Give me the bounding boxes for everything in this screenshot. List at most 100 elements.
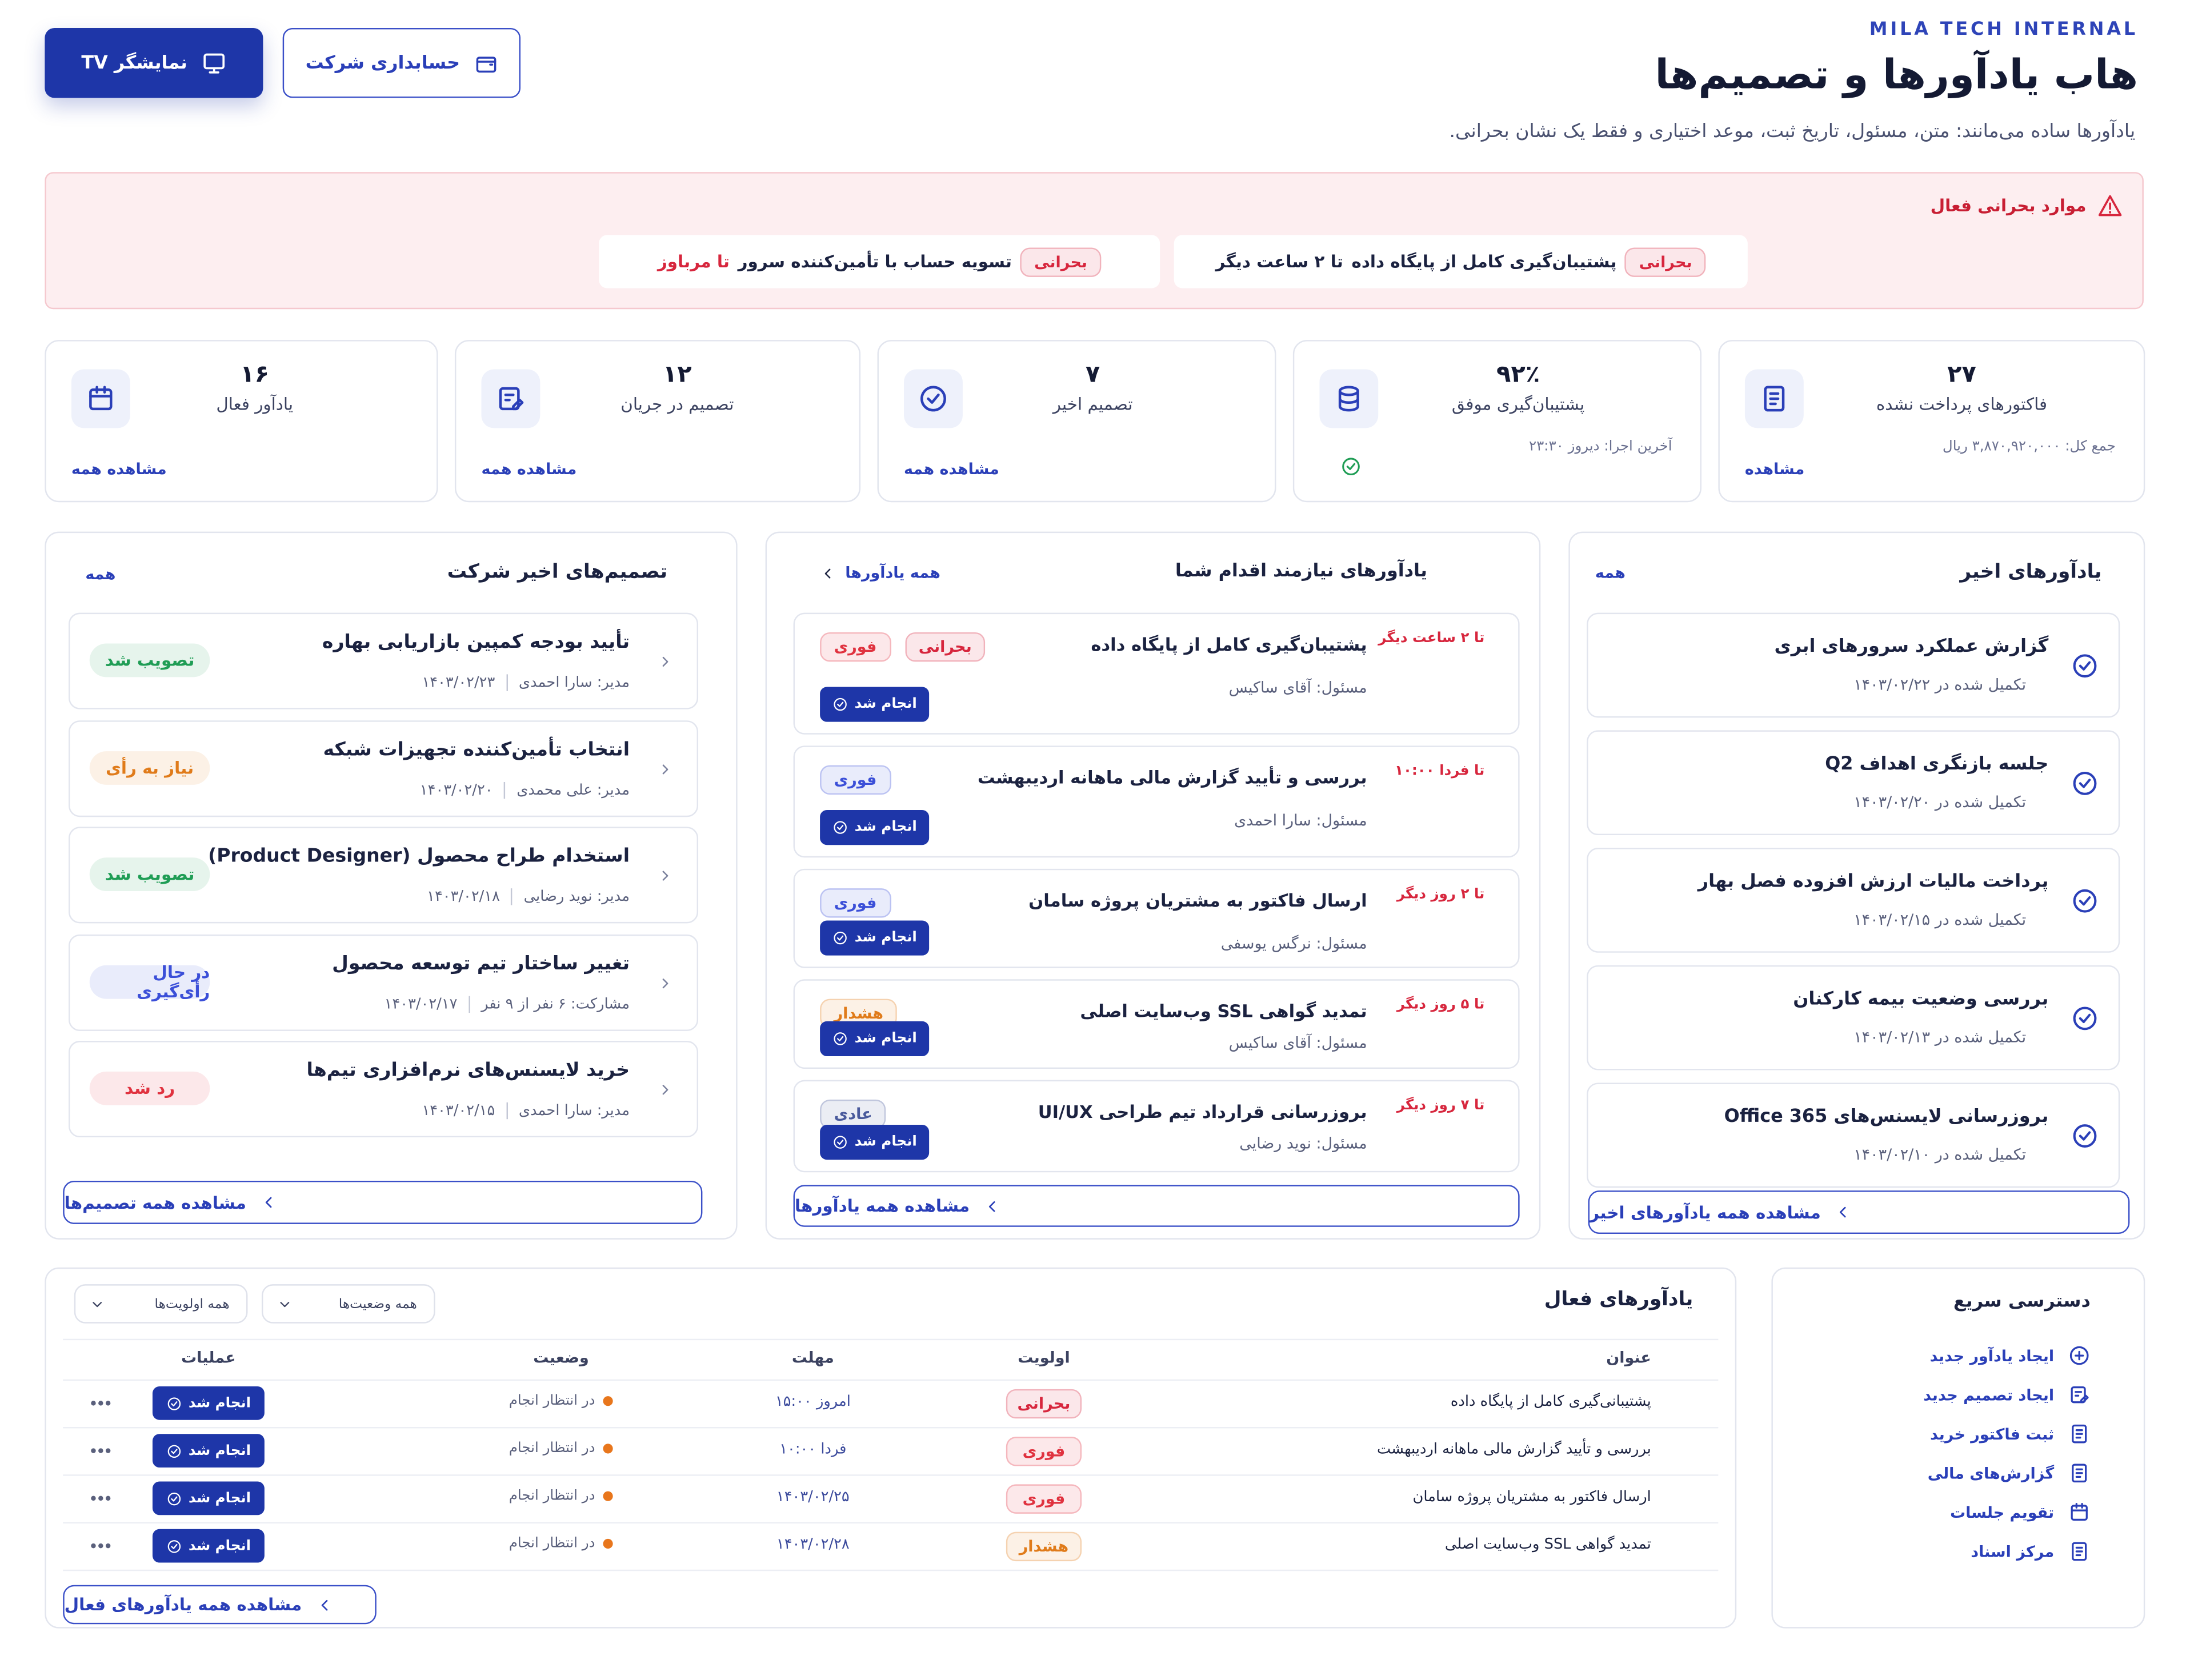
icon-part [89,386,113,398]
icon [988,1200,995,1212]
panel-link[interactable]: همه یادآورها [820,564,940,582]
decision-title: تأیید بودجه کمپین بازاریابی بهاره [322,631,630,653]
icon-part [167,1491,181,1505]
decision-owner: مشارکت: ۶ نفر از ۹ نفر [481,995,630,1012]
icon-part [476,60,496,65]
recent-item[interactable]: گزارش عملکرد سرورهای ابری تکمیل شده در ۱۴… [1587,612,2120,718]
divider [469,995,470,1012]
done-button[interactable]: انجام شد [820,1021,930,1056]
quick-link[interactable]: تقویم جلسات [1950,1501,2091,1523]
action-item[interactable]: تا ۷ روز دیگر بروزرسانی قرارداد تیم طراحی… [793,1080,1520,1173]
action-title: ارسال فاکتور به مشتریان پروژه سامان [1028,889,1367,911]
footer-link-text: مشاهده همه یادآورهای اخیر [1590,1202,1821,1222]
badge: فوری [1006,1437,1082,1466]
stat-link[interactable]: مشاهده همه [481,460,577,479]
icon [662,1085,668,1095]
footer-link[interactable]: مشاهده همه یادآورها [793,1185,1520,1227]
decision-meta: مدیر: سارا احمدی ۱۴۰۳/۰۲/۲۳ [422,674,630,691]
quick-link[interactable]: ثبت فاکتور خرید [1930,1423,2091,1445]
decision-item[interactable]: تأیید بودجه کمپین بازاریابی بهاره مدیر: س… [69,612,699,709]
done-button-text: انجام شد [854,1031,917,1047]
tv-button[interactable]: نمایشگر TV [45,27,263,98]
done-button[interactable]: انجام شد [820,809,930,845]
done-button[interactable]: انجام شد [820,920,930,956]
done-button[interactable]: انجام شد [152,1434,265,1468]
footer-link[interactable]: مشاهده همه یادآورهای فعال [63,1585,377,1625]
quick-link[interactable]: گزارش‌های مالی [1928,1462,2091,1484]
recent-item[interactable]: بروزرسانی لایسنس‌های Office 365 تکمیل شده… [1587,1082,2120,1188]
stat-text: ۹۲٪ پشتیبان‌گیری موفق [1378,361,1658,414]
icon-part [170,1495,177,1501]
icon [91,1543,111,1549]
filter-select[interactable]: همه وضعیت‌ها [261,1284,435,1324]
decision-item[interactable]: انتخاب تأمین‌کننده تجهیزات شبکه مدیر: علی… [69,720,699,816]
icon-part [91,1543,96,1549]
action-item[interactable]: تا ۲ روز دیگر ارسال فاکتور به مشتریان پرو… [793,868,1520,968]
done-button[interactable]: انجام شد [152,1386,265,1420]
action-due: تا ۲ ساعت دیگر [1378,631,1485,647]
decision-item[interactable]: تغییر ساختار تیم توسعه محصول مشارکت: ۶ نف… [69,933,699,1031]
icon-part [105,1495,111,1501]
recent-item[interactable]: جلسه بازنگری اهداف Q2 تکمیل شده در ۱۴۰۳/۰… [1587,730,2120,836]
panel-title: یادآورهای نیازمند اقدام شما [1175,561,1427,582]
icon [833,1032,847,1045]
recent-item[interactable]: پرداخت مالیات ارزش افزوده فصل بهار تکمیل … [1587,848,2120,953]
icon-part [2073,772,2097,795]
action-item[interactable]: تا ۲ ساعت دیگر پشتیبان‌گیری کامل از پایگا… [793,612,1520,735]
icon [833,1136,847,1149]
critical-item[interactable]: بحرانی تسویه حساب با تأمین‌کننده سرور تا م… [599,235,1160,288]
stat-value: ۷ [1085,360,1100,389]
quick-link[interactable]: ایجاد تصمیم جدید [1923,1384,2091,1406]
stat-card: ۱۲ تصمیم در جریان مشاهده همه [454,340,861,503]
icon-part [836,935,843,941]
done-button[interactable]: انجام شد [820,687,930,722]
stat-link[interactable]: مشاهده همه [71,460,167,479]
critical-item[interactable]: بحرانی پشتیبان‌گیری کامل از پایگاه داده تا… [1174,235,1748,288]
stat-label: یادآور فعال [216,394,294,414]
stat-link[interactable]: مشاهده همه [904,460,999,479]
stat-link[interactable]: مشاهده [1744,460,1805,479]
recent-list: گزارش عملکرد سرورهای ابری تکمیل شده در ۱۴… [1587,612,2120,1201]
footer-link[interactable]: مشاهده همه تصمیم‌ها [63,1180,703,1224]
icon-part [833,821,847,834]
recent-title: جلسه بازنگری اهداف Q2 [1825,754,2049,775]
icon-part [170,1448,177,1454]
icon [2072,1424,2087,1444]
stat-icon [904,369,963,428]
accounting-button[interactable]: حسابداری شرکت [282,27,521,98]
icon-part [167,1397,181,1410]
footer-link-text: مشاهده همه تصمیم‌ها [64,1192,247,1213]
icon [499,387,524,411]
recent-date: تکمیل شده در ۱۴۰۳/۰۲/۱۵ [1853,911,2027,929]
panel-link[interactable]: همه [85,565,116,584]
panel-link[interactable]: همه [1595,563,1626,582]
decision-title: تغییر ساختار تیم توسعه محصول [332,952,630,975]
icon [2073,1124,2097,1148]
done-button-text: انجام شد [854,930,917,946]
done-button[interactable]: انجام شد [820,1124,930,1160]
icon [321,1599,327,1610]
decision-item[interactable]: خرید لایسنس‌های نرم‌افزاری تیم‌ها مدیر: س… [69,1041,699,1138]
quick-link[interactable]: ایجاد یادآور جدید [1929,1344,2090,1366]
recent-item[interactable]: بررسی وضعیت بیمه کارکنان تکمیل شده در ۱۴۰… [1587,965,2120,1070]
footer-link-text: مشاهده همه یادآورهای فعال [64,1594,302,1615]
icon-part [2072,1424,2087,1444]
quick-link-text: مرکز اسناد [1971,1542,2055,1561]
decision-item[interactable]: استخدام طراح محصول (Product Designer) مدی… [69,827,699,924]
action-item[interactable]: تا فردا ۱۰:۰۰ بررسی و تأیید گزارش مالی ما… [793,745,1520,858]
page-title: هاب یادآورها و تصمیم‌ها [1655,50,2139,98]
filter-select[interactable]: همه اولویت‌ها [74,1284,248,1324]
icon-part [2075,1546,2083,1557]
icon-part [2075,1429,2083,1439]
done-button-text: انجام شد [188,1443,251,1459]
icon [662,656,668,667]
action-item[interactable]: تا ۵ روز دیگر تمدید گواهی SSL وب‌سایت اصل… [793,979,1520,1069]
cell-title: تمدید گواهی SSL وب‌سایت اصلی [1444,1536,1651,1553]
table-row [63,1474,1719,1523]
quick-link[interactable]: مرکز اسناد [1971,1540,2091,1562]
done-button[interactable]: انجام شد [152,1529,265,1563]
footer-link[interactable]: مشاهده همه یادآورهای اخیر [1588,1190,2130,1234]
done-button[interactable]: انجام شد [152,1481,265,1515]
icon-part [2073,654,2097,678]
status-dot [603,1491,614,1501]
